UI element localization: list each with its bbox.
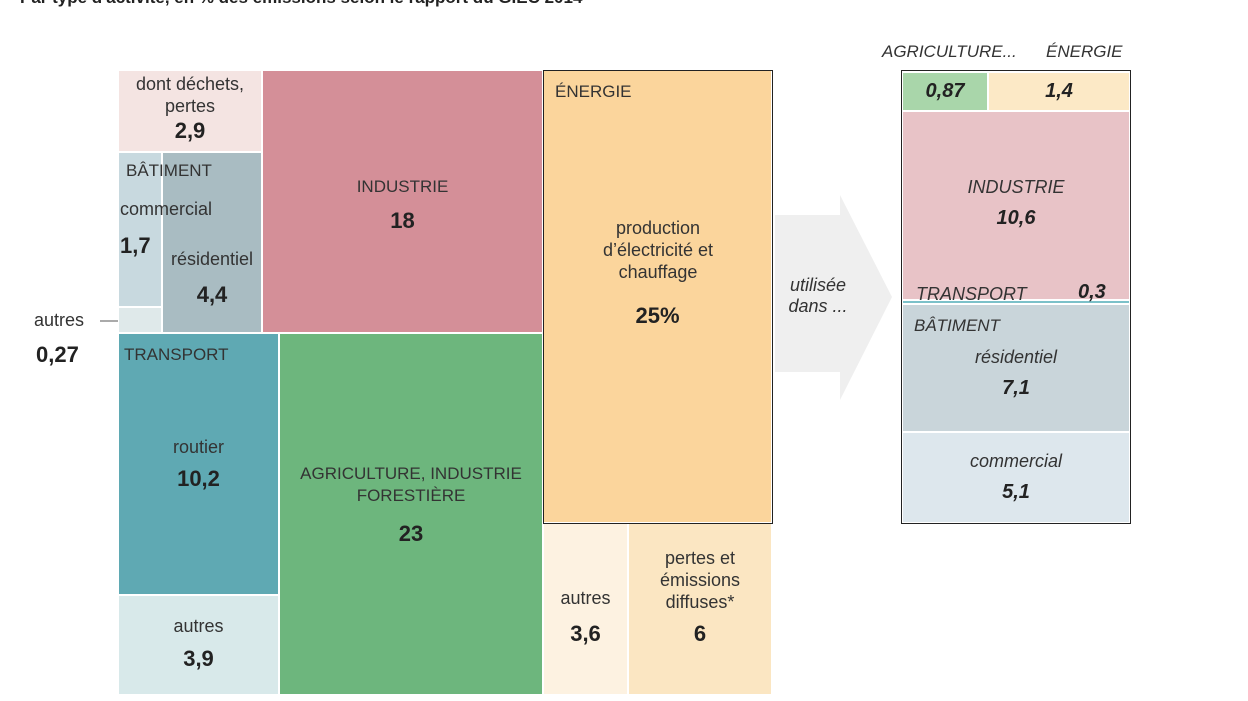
energy-border (543, 70, 773, 524)
right-border (901, 70, 1131, 524)
treemap-cell (988, 72, 1130, 111)
cell-name: ÉNERGIE (1046, 42, 1123, 61)
cell-name: pertes et émissions diffuses* (659, 548, 741, 612)
cell-name: autres (34, 310, 85, 330)
cell-name: routier (172, 437, 225, 457)
treemap-cell (543, 70, 772, 523)
treemap-cell (118, 307, 162, 333)
treemap-cell (902, 432, 1130, 523)
group-label: BÂTIMENT (914, 316, 1000, 335)
group-label: BÂTIMENT (126, 161, 212, 180)
group-label: ÉNERGIE (555, 82, 632, 101)
arrow-label: utilisée dans ... (788, 275, 848, 316)
treemap-cell (162, 152, 262, 333)
cell-name: production d’électricité et chauffage (602, 218, 714, 282)
cell-name: dont déchets, pertes (135, 74, 245, 116)
treemap-cell (118, 152, 162, 307)
cell-name: TRANSPORT (916, 284, 1027, 304)
cell-name: INDUSTRIE (356, 177, 449, 196)
group-label: TRANSPORT (124, 345, 229, 364)
value-label: 25% (635, 303, 680, 328)
value-label: 0,87 (925, 80, 965, 102)
subtitle: Par type d'activité, en % des émissions … (20, 0, 582, 8)
value-label: 1,4 (1045, 80, 1073, 102)
value-label: 6 (693, 621, 707, 646)
value-label: 23 (398, 521, 424, 546)
cell-name: autres (173, 616, 224, 636)
cell-name: AGRICULTURE, INDUSTRIE FORESTIÈRE (300, 464, 522, 505)
value-label: 0,27 (36, 342, 79, 367)
arrow-shape (775, 195, 892, 400)
cell-name: commercial (969, 451, 1062, 471)
treemap-cell (118, 70, 262, 152)
value-label: 0,3 (1078, 281, 1106, 303)
value-label: 5,1 (1002, 481, 1030, 503)
value-label: 3,6 (570, 621, 601, 646)
value-label: 10,6 (996, 207, 1036, 229)
cell-name: résidentiel (170, 249, 254, 269)
treemap-cell (902, 304, 1130, 432)
cell-name: INDUSTRIE (967, 177, 1065, 197)
treemap-cell (628, 523, 772, 695)
treemap-cell (902, 300, 1130, 304)
value-label: 4,4 (196, 282, 228, 307)
cell-name: résidentiel (974, 347, 1058, 367)
treemap-cell (262, 70, 543, 333)
treemap-cell (118, 333, 279, 595)
treemap-cell (543, 523, 628, 695)
value-label: 18 (390, 208, 415, 233)
treemap-cell (279, 333, 543, 695)
treemap-cell (902, 111, 1130, 300)
treemap-cell (118, 595, 279, 695)
treemap-cell (902, 72, 988, 111)
value-label: 2,9 (174, 118, 206, 143)
value-label: 10,2 (177, 466, 220, 491)
cell-name: AGRICULTURE... (882, 42, 1017, 61)
cell-name: autres (560, 588, 611, 608)
value-label: 1,7 (120, 233, 151, 258)
cell-name: commercial (120, 199, 213, 219)
value-label: 7,1 (1002, 377, 1030, 399)
value-label: 3,9 (183, 646, 214, 671)
